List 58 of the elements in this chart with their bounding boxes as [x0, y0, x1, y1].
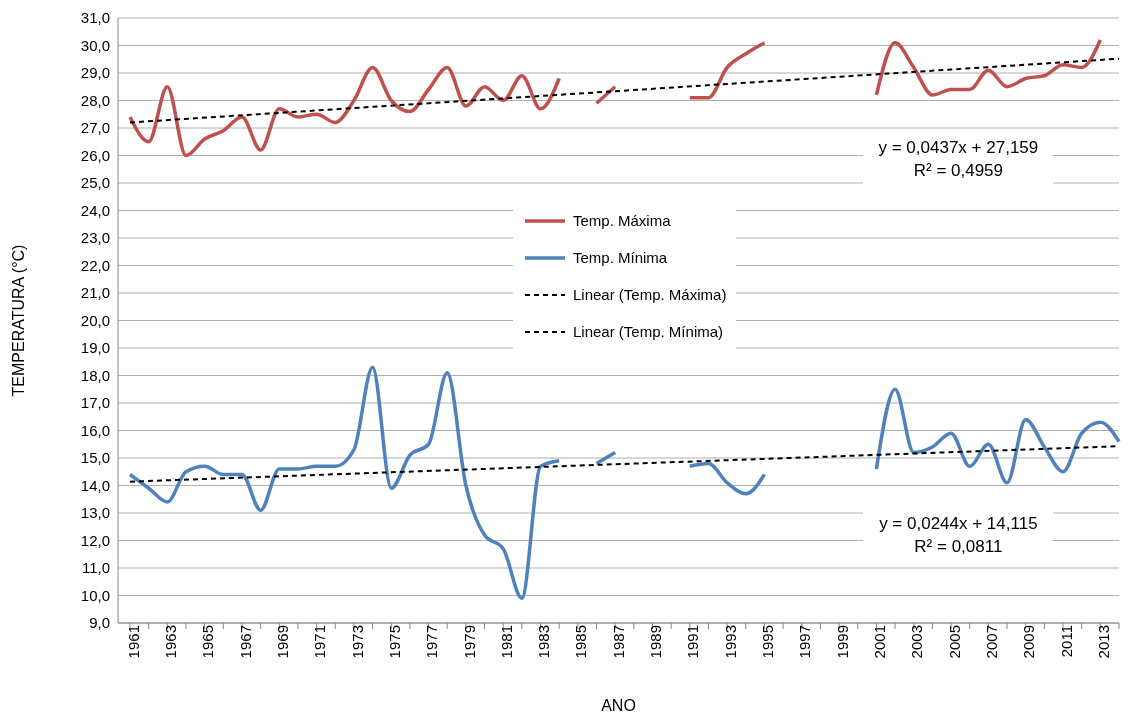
x-tick-label: 1995 — [759, 625, 777, 659]
y-tick-label: 30,0 — [80, 36, 110, 54]
x-tick-label: 1981 — [497, 625, 515, 659]
y-tick-label: 31,0 — [80, 9, 110, 27]
x-tick-label: 2003 — [908, 625, 926, 659]
y-tick-label: 13,0 — [80, 504, 110, 522]
x-tick-label: 2013 — [1094, 625, 1112, 659]
x-tick-label: 1963 — [161, 625, 179, 659]
y-tick-label: 9,0 — [89, 614, 110, 632]
x-tick-label: 1969 — [273, 625, 291, 659]
x-tick-label: 2009 — [1020, 625, 1038, 659]
legend-label: Linear (Temp. Máxima) — [573, 286, 727, 303]
y-tick-label: 23,0 — [80, 229, 110, 247]
y-tick-label: 12,0 — [80, 531, 110, 549]
legend-label: Temp. Mínima — [573, 249, 668, 266]
annotation: y = 0,0437x + 27,159 R² = 0,4959 — [863, 133, 1054, 184]
legend-label: Linear (Temp. Mínima) — [573, 323, 724, 340]
y-tick-label: 16,0 — [80, 421, 110, 439]
legend-label: Temp. Máxima — [573, 212, 671, 229]
y-tick-label: 11,0 — [81, 559, 110, 577]
x-tick-label: 1977 — [423, 625, 441, 659]
annotation: y = 0,0244x + 14,115 R² = 0,0811 — [863, 510, 1054, 561]
y-tick-label: 20,0 — [80, 311, 110, 329]
x-tick-label: 1961 — [124, 625, 142, 659]
y-tick-label: 15,0 — [80, 449, 110, 467]
x-tick-label: 2001 — [871, 625, 889, 659]
y-tick-label: 18,0 — [80, 366, 110, 384]
y-tick-label: 29,0 — [80, 64, 110, 82]
x-tick-label: 2007 — [983, 625, 1001, 659]
x-tick-label: 1993 — [721, 625, 739, 659]
y-tick-label: 22,0 — [80, 256, 110, 274]
x-tick-label: 1973 — [348, 625, 366, 659]
x-tick-label: 1985 — [572, 625, 590, 659]
y-tick-label: 17,0 — [80, 394, 110, 412]
y-tick-label: 14,0 — [80, 476, 110, 494]
y-tick-label: 10,0 — [80, 586, 110, 604]
x-tick-label: 1983 — [535, 625, 553, 659]
x-tick-label: 1975 — [385, 625, 403, 659]
x-tick-label: 2011 — [1057, 625, 1075, 658]
x-tick-label: 1979 — [460, 625, 478, 659]
x-tick-label: 2005 — [945, 625, 963, 659]
y-tick-label: 24,0 — [80, 201, 110, 219]
x-axis-title: ANO — [601, 697, 636, 714]
y-tick-label: 26,0 — [80, 146, 110, 164]
x-tick-label: 1971 — [311, 625, 329, 659]
x-tick-label: 1967 — [236, 625, 254, 659]
y-axis-title: TEMPERATURA (°C) — [9, 244, 27, 397]
y-tick-label: 19,0 — [80, 339, 110, 357]
x-tick-label: 1989 — [647, 625, 665, 659]
x-tick-label: 1991 — [684, 625, 702, 659]
y-tick-label: 21,0 — [80, 284, 110, 302]
y-tick-label: 25,0 — [80, 174, 110, 192]
x-tick-label: 1987 — [609, 625, 627, 659]
y-tick-label: 28,0 — [80, 91, 110, 109]
x-tick-label: 1997 — [796, 625, 814, 659]
x-tick-label: 1965 — [199, 625, 217, 659]
x-tick-label: 1999 — [833, 625, 851, 659]
y-tick-label: 27,0 — [80, 119, 110, 137]
